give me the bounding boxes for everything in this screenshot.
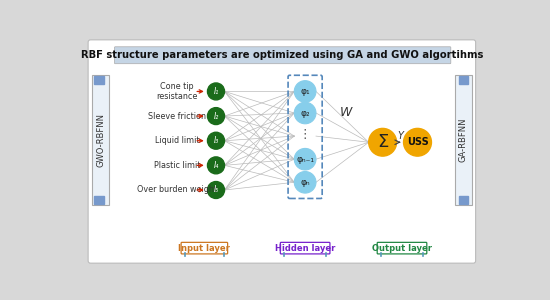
- Text: Output layer: Output layer: [372, 244, 432, 253]
- Text: Y: Y: [398, 131, 404, 141]
- FancyBboxPatch shape: [280, 242, 330, 254]
- Bar: [459, 76, 468, 84]
- Text: Hidden layer: Hidden layer: [275, 244, 336, 253]
- Circle shape: [207, 108, 224, 124]
- Text: W: W: [340, 106, 353, 119]
- Circle shape: [207, 157, 224, 174]
- Text: I₁: I₁: [213, 87, 219, 96]
- Circle shape: [368, 128, 397, 156]
- Text: USS: USS: [406, 137, 428, 147]
- Text: I₃: I₃: [213, 136, 219, 145]
- Text: Liquid limit: Liquid limit: [155, 136, 200, 145]
- Text: ⋮: ⋮: [299, 128, 311, 141]
- Circle shape: [294, 81, 316, 102]
- Text: Plastic limit: Plastic limit: [154, 161, 200, 170]
- Text: Sleeve friction: Sleeve friction: [148, 112, 206, 121]
- Text: φₙ: φₙ: [300, 178, 310, 187]
- Circle shape: [207, 182, 224, 199]
- Text: I₂: I₂: [213, 112, 219, 121]
- Text: Input layer: Input layer: [178, 244, 230, 253]
- Circle shape: [404, 128, 431, 156]
- Circle shape: [294, 172, 316, 193]
- Text: GA-RBFNN: GA-RBFNN: [459, 118, 468, 162]
- Text: φ₂: φ₂: [300, 109, 310, 118]
- Bar: [95, 196, 103, 204]
- FancyBboxPatch shape: [181, 242, 228, 254]
- Circle shape: [207, 83, 224, 100]
- Text: Σ: Σ: [377, 133, 388, 151]
- FancyBboxPatch shape: [88, 40, 476, 263]
- Circle shape: [294, 148, 316, 170]
- Text: GWO-RBFNN: GWO-RBFNN: [96, 113, 105, 167]
- Circle shape: [294, 102, 316, 124]
- FancyBboxPatch shape: [114, 47, 451, 64]
- FancyBboxPatch shape: [92, 74, 109, 206]
- Text: I₄: I₄: [213, 161, 219, 170]
- Bar: [95, 76, 103, 84]
- Text: Cone tip
resistance: Cone tip resistance: [157, 82, 198, 101]
- Text: φ₁: φ₁: [300, 87, 310, 96]
- Text: φₙ₋₁: φₙ₋₁: [296, 155, 314, 164]
- Circle shape: [207, 132, 224, 149]
- Bar: [459, 196, 468, 204]
- Text: I₅: I₅: [213, 185, 219, 194]
- FancyBboxPatch shape: [455, 74, 472, 206]
- Text: Over burden weight: Over burden weight: [138, 185, 217, 194]
- FancyBboxPatch shape: [377, 242, 427, 254]
- Text: RBF structure parameters are optimized using GA and GWO algortihms: RBF structure parameters are optimized u…: [81, 50, 484, 60]
